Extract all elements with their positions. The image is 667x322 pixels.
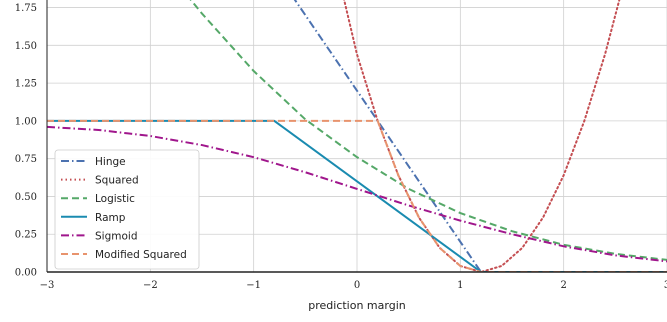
y-tick-label: 0.50 <box>15 192 37 203</box>
x-tick-label: −2 <box>143 280 158 291</box>
y-tick-label: 1.25 <box>15 79 37 90</box>
axes <box>46 0 667 273</box>
y-tick-label: 0.00 <box>15 268 37 279</box>
tick-labels: −3 −2 −1 0 1 2 3 0.00 0.25 0.50 0.75 1.00 1.25 1.50 1.… <box>15 3 667 291</box>
legend-frame <box>54 149 200 270</box>
y-tick-label: 0.75 <box>15 154 37 165</box>
x-axis-label: prediction margin <box>308 299 406 312</box>
y-tick-label: 1.50 <box>15 41 37 52</box>
y-tick-label: 1.75 <box>15 3 37 14</box>
series-line-hinge <box>293 0 667 272</box>
series-line-logistic <box>189 0 667 261</box>
x-tick-label: 3 <box>664 280 667 291</box>
x-tick-label: −3 <box>40 280 55 291</box>
x-tick-label: 1 <box>457 280 463 291</box>
y-tick-label: 1.00 <box>15 116 37 127</box>
legend-label-hinge: Hinge <box>95 156 126 168</box>
legend-label-sigmoid: Sigmoid <box>95 230 137 242</box>
x-tick-label: −1 <box>246 280 261 291</box>
x-tick-label: 2 <box>560 280 566 291</box>
legend-label-squared: Squared <box>95 175 139 187</box>
legend-label-logistic: Logistic <box>95 193 135 205</box>
series-line-sigmoid <box>47 125 667 263</box>
series-lines <box>47 0 667 272</box>
legend-label-modified-squared: Modified Squared <box>95 249 187 261</box>
x-tick-label: 0 <box>354 280 360 291</box>
legend: Hinge Squared Logistic Ramp Sigmoid Modified … <box>54 149 200 270</box>
legend-label-ramp: Ramp <box>95 212 126 224</box>
y-tick-label: 0.25 <box>15 230 37 241</box>
